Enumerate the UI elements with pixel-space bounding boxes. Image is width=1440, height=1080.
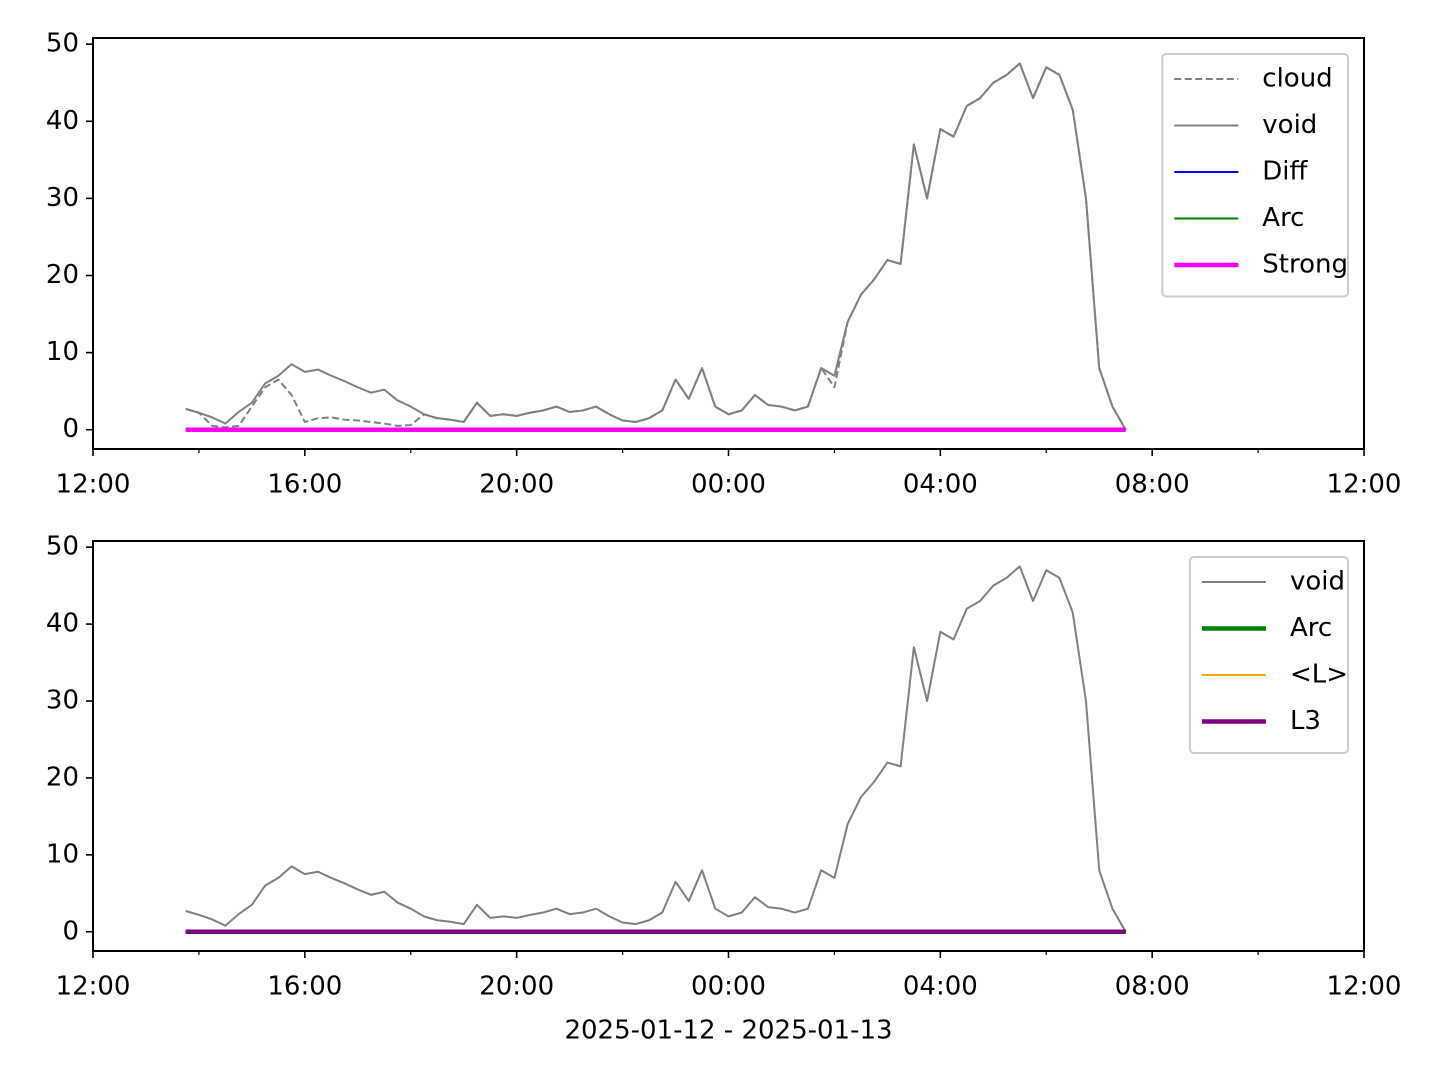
series-line xyxy=(185,565,1127,933)
legend-label: <L> xyxy=(1290,660,1348,690)
legend: cloud void Diff Arc Strong xyxy=(1161,53,1349,298)
y-tick-label: 30 xyxy=(46,686,79,716)
subplot xyxy=(185,62,1127,432)
x-tick-label: 16:00 xyxy=(267,972,342,1002)
x-tick-label: 12:00 xyxy=(1327,470,1402,500)
x-tick-label: 20:00 xyxy=(479,470,554,500)
subplot xyxy=(185,565,1127,935)
y-tick-label: 10 xyxy=(46,337,79,367)
x-tick-label: 00:00 xyxy=(691,470,766,500)
axes-frame xyxy=(92,540,1365,952)
x-tick-label: 08:00 xyxy=(1115,470,1190,500)
y-tick-label: 50 xyxy=(46,29,79,59)
legend-label: cloud xyxy=(1262,64,1332,94)
y-tick-label: 30 xyxy=(46,183,79,213)
x-tick-label: 04:00 xyxy=(903,470,978,500)
y-tick-label: 0 xyxy=(62,414,79,444)
x-tick-label: 12:00 xyxy=(56,470,131,500)
x-tick-label: 00:00 xyxy=(691,972,766,1002)
series-line xyxy=(185,62,1127,431)
x-tick-label: 12:00 xyxy=(1327,972,1402,1002)
legend-label: Diff xyxy=(1262,157,1308,187)
y-tick-label: 20 xyxy=(46,762,79,792)
legend: void Arc <L> L3 xyxy=(1188,556,1349,754)
y-tick-label: 40 xyxy=(46,609,79,639)
legend-box xyxy=(1161,53,1349,298)
x-tick-label: 12:00 xyxy=(56,972,131,1002)
legend-label: void xyxy=(1262,110,1317,140)
legend-box xyxy=(1188,556,1349,754)
y-tick-label: 40 xyxy=(46,106,79,136)
x-tick-label: 16:00 xyxy=(267,470,342,500)
x-tick-label: 08:00 xyxy=(1115,972,1190,1002)
x-tick-label: 20:00 xyxy=(479,972,554,1002)
legend-label: Arc xyxy=(1262,203,1304,233)
y-tick-label: 10 xyxy=(46,839,79,869)
y-tick-label: 50 xyxy=(46,532,79,562)
legend-label: L3 xyxy=(1290,706,1321,736)
legend-label: Strong xyxy=(1262,250,1348,280)
legend-label: Arc xyxy=(1290,613,1332,643)
y-tick-label: 0 xyxy=(62,916,79,946)
x-axis-label: 2025-01-12 - 2025-01-13 xyxy=(564,1016,892,1046)
y-tick-label: 20 xyxy=(46,260,79,290)
series-line xyxy=(185,62,1127,431)
legend-label: void xyxy=(1290,567,1345,597)
x-tick-label: 04:00 xyxy=(903,972,978,1002)
